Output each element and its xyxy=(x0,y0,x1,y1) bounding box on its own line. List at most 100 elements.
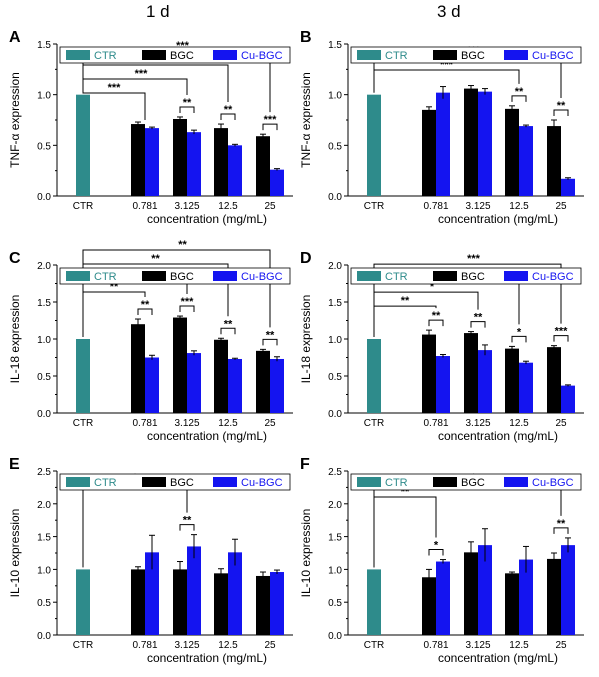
x-tick-label: 25 xyxy=(555,418,567,429)
y-tick-label: 0.0 xyxy=(37,192,51,203)
significance-label: ** xyxy=(557,100,566,112)
x-tick-label: 0.781 xyxy=(423,418,448,429)
legend-label-cu-bgc: Cu-BGC xyxy=(532,271,574,283)
within-bracket xyxy=(511,95,527,102)
y-axis-label: TNF-α expression xyxy=(8,72,22,168)
bar-bgc xyxy=(422,577,436,635)
within-bracket xyxy=(179,106,195,113)
bar-cu-bgc xyxy=(145,357,159,413)
significance-label: *** xyxy=(108,82,122,94)
within-bracket xyxy=(470,321,486,328)
y-tick-label: 0.0 xyxy=(37,631,51,642)
legend-label-cu-bgc: Cu-BGC xyxy=(532,477,574,489)
bar-cu-bgc xyxy=(519,559,533,635)
x-tick-label: CTR xyxy=(73,418,94,429)
control-bracket xyxy=(82,249,271,337)
y-tick-label: 0.0 xyxy=(328,631,342,642)
bar-bgc xyxy=(256,136,270,196)
bar-bgc xyxy=(173,118,187,196)
bar-bgc xyxy=(214,339,228,413)
y-tick-label: 1.0 xyxy=(37,335,51,346)
control-bracket xyxy=(82,482,188,568)
bar-ctr xyxy=(76,339,90,413)
panel-letter-f: F xyxy=(300,456,310,473)
significance-label: *** xyxy=(264,114,278,126)
significance-label: *** xyxy=(135,68,149,80)
legend-swatch-bgc xyxy=(142,50,166,60)
significance-label: ** xyxy=(183,515,192,527)
bar-ctr xyxy=(76,569,90,635)
within-bracket xyxy=(428,319,444,327)
legend-swatch-ctr xyxy=(357,271,381,281)
significance-label: ** xyxy=(557,518,566,530)
panel-a: A 0.0 0.5 1.0 1.5 TNF-α expression CTR 0.781 3.1… xyxy=(8,29,293,226)
y-tick-label: 1.5 xyxy=(328,298,342,309)
x-tick-label: 25 xyxy=(264,418,276,429)
y-tick-label: 0.5 xyxy=(37,372,51,383)
within-bracket xyxy=(428,549,444,556)
bar-cu-bgc xyxy=(145,552,159,635)
y-tick-label: 1.5 xyxy=(37,298,51,309)
significance-label: ** xyxy=(224,318,233,330)
bar-bgc xyxy=(547,126,561,196)
legend-swatch-bgc xyxy=(433,271,457,281)
legend-swatch-cu-bgc xyxy=(504,50,528,60)
x-axis-label: concentration (mg/mL) xyxy=(438,212,558,226)
x-tick-label: CTR xyxy=(73,640,94,651)
control-bracket xyxy=(82,64,229,103)
panel-b: B 0.0 0.5 1.0 1.5 TNF-α expression CTR 0.781 3.1… xyxy=(299,29,584,226)
panel-letter-a: A xyxy=(9,29,21,46)
significance-label: *** xyxy=(555,326,569,338)
y-tick-label: 1.5 xyxy=(37,533,51,544)
panel-d: D 0.0 0.5 1.0 1.5 2.0 IL-18 expression CTR 0.781… xyxy=(299,250,584,443)
within-bracket xyxy=(553,109,569,116)
bar-cu-bgc xyxy=(561,545,575,635)
significance-label: ** xyxy=(474,312,483,324)
bar-bgc xyxy=(131,569,145,635)
bar-ctr xyxy=(367,94,381,196)
y-axis-label: IL-18 expression xyxy=(8,295,22,384)
y-tick-label: 1.5 xyxy=(328,533,342,544)
bar-ctr xyxy=(367,339,381,413)
x-tick-label: 12.5 xyxy=(509,201,529,212)
y-tick-label: 2.5 xyxy=(37,467,51,478)
x-tick-label: 0.781 xyxy=(423,201,448,212)
bar-bgc xyxy=(505,108,519,196)
bar-cu-bgc xyxy=(478,545,492,635)
legend-swatch-ctr xyxy=(66,271,90,281)
bar-cu-bgc xyxy=(436,92,450,196)
legend: CTR BGC Cu-BGC xyxy=(59,46,291,64)
legend: CTR BGC Cu-BGC xyxy=(350,46,582,64)
legend-label-ctr: CTR xyxy=(94,477,117,489)
significance-label: ** xyxy=(401,295,410,307)
significance-label: ** xyxy=(266,329,275,341)
y-tick-label: 1.0 xyxy=(37,91,51,102)
control-bracket xyxy=(373,277,520,337)
x-tick-label: 25 xyxy=(555,201,567,212)
legend: CTR BGC Cu-BGC xyxy=(350,473,582,491)
y-tick-label: 0.0 xyxy=(37,409,51,420)
x-tick-label: 12.5 xyxy=(218,418,238,429)
bar-bgc xyxy=(131,124,145,196)
legend-label-cu-bgc: Cu-BGC xyxy=(532,50,574,62)
significance-label: ** xyxy=(183,97,192,109)
legend-swatch-bgc xyxy=(433,477,457,487)
bar-cu-bgc xyxy=(187,353,201,413)
x-axis-label: concentration (mg/mL) xyxy=(147,429,267,443)
significance-label: ** xyxy=(515,86,524,98)
legend-swatch-cu-bgc xyxy=(213,50,237,60)
panel-letter-b: B xyxy=(300,29,312,46)
bar-cu-bgc xyxy=(436,561,450,635)
x-tick-label: 3.125 xyxy=(174,418,199,429)
y-tick-label: 0.5 xyxy=(328,598,342,609)
legend-swatch-ctr xyxy=(66,50,90,60)
bar-ctr xyxy=(76,94,90,196)
legend-swatch-cu-bgc xyxy=(213,477,237,487)
x-tick-label: 12.5 xyxy=(509,640,529,651)
control-bracket xyxy=(373,69,520,93)
control-bracket xyxy=(373,496,437,568)
x-axis-label: concentration (mg/mL) xyxy=(438,651,558,665)
y-axis-label: IL-10 expression xyxy=(299,509,313,598)
significance-label: ** xyxy=(110,281,119,293)
